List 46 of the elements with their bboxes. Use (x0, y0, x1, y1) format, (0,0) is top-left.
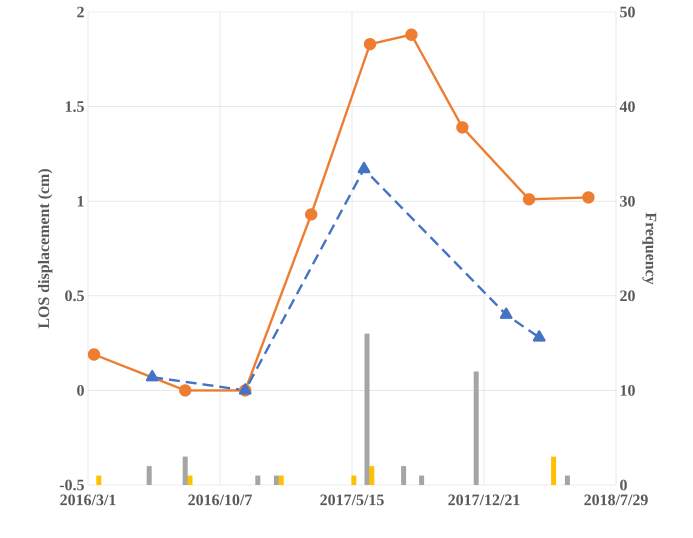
y-axis-title: LOS displacement (cm) (38, 169, 52, 328)
x-tick-label: 2017/12/21 (448, 494, 520, 506)
y-tick-label: 1.5 (66, 101, 84, 112)
bar (146, 466, 152, 485)
bar (364, 334, 370, 485)
point (456, 121, 469, 134)
point (358, 162, 370, 174)
point (582, 191, 595, 204)
y-tick-label: 0 (77, 385, 84, 396)
x-tick-label: 2016/10/7 (188, 494, 252, 506)
bar (351, 476, 356, 485)
point (146, 370, 159, 382)
point (500, 308, 513, 319)
bar (255, 476, 260, 485)
bar (564, 476, 570, 485)
point (305, 208, 318, 221)
x-tick-label: 2016/3/1 (60, 494, 116, 506)
point (364, 38, 376, 50)
y2-tick-label: 40 (620, 101, 635, 112)
y2-tick-label: 20 (620, 290, 635, 302)
point (522, 193, 536, 206)
bar (278, 476, 284, 485)
y2-tick-label: 0 (620, 480, 627, 490)
point (532, 330, 546, 342)
point (88, 348, 100, 361)
y2-tick-label: 10 (620, 385, 635, 396)
y-tick-label: -0.5 (60, 480, 84, 490)
bar (551, 456, 556, 485)
y-tick-label: 1 (78, 196, 84, 206)
x-tick-label: 2017/5/15 (320, 494, 384, 506)
bar (474, 371, 479, 485)
y2-axis-title: Frequency (642, 212, 656, 285)
y2-tick-label: 30 (620, 196, 635, 207)
y2-tick-label: 50 (620, 6, 635, 18)
bar (274, 476, 279, 485)
x-tick-label: 2018/7/29 (584, 494, 648, 506)
bar (182, 456, 188, 485)
bar (419, 476, 424, 485)
bar (369, 466, 374, 485)
bar (401, 466, 406, 485)
point (405, 28, 418, 41)
point (179, 384, 192, 397)
y-tick-label: 0.5 (65, 290, 84, 302)
bar (96, 476, 102, 485)
bar (188, 476, 193, 485)
y-tick-label: 2 (77, 6, 84, 18)
